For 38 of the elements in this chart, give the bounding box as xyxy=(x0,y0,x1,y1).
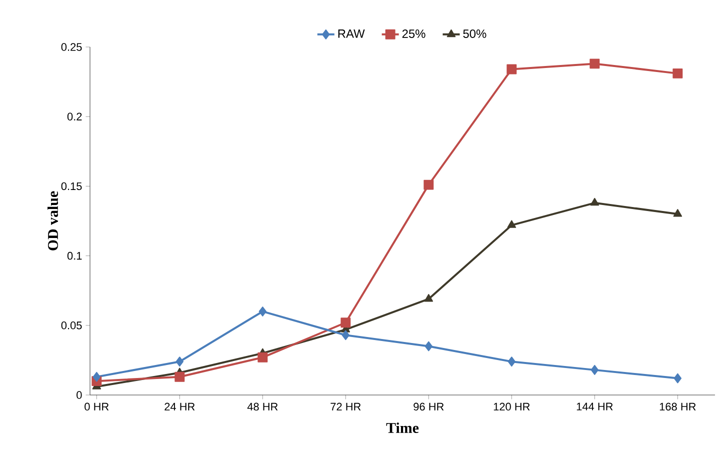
point xyxy=(258,306,267,316)
y-tick-label: 0.15 xyxy=(61,182,82,190)
x-tick-label: 48 HR xyxy=(247,402,278,411)
point xyxy=(424,294,434,302)
point xyxy=(508,356,516,367)
x-tick-label: 168 HR xyxy=(660,402,696,411)
point xyxy=(342,330,350,340)
point xyxy=(176,356,184,367)
x-axis-title: Time xyxy=(386,422,419,434)
point xyxy=(590,198,600,206)
x-tick-label: 96 HR xyxy=(414,402,444,411)
point xyxy=(174,372,185,382)
point xyxy=(258,352,268,362)
x-tick-label: 0 HR xyxy=(84,402,109,411)
point xyxy=(674,373,682,384)
legend-label: 25% xyxy=(402,29,426,38)
x-tick-label: 120 HR xyxy=(494,402,530,411)
legend-label: RAW xyxy=(338,30,365,38)
point xyxy=(92,372,101,382)
y-tick-label: 0.05 xyxy=(61,322,82,330)
y-tick-label: 0.25 xyxy=(61,43,82,51)
legend-label: 50% xyxy=(463,29,486,38)
y-tick-label: 0.1 xyxy=(67,252,82,260)
y-tick-label: 0.2 xyxy=(67,112,82,120)
point xyxy=(672,68,683,78)
point xyxy=(590,58,600,69)
point xyxy=(424,180,434,190)
x-tick-label: 72 HR xyxy=(330,402,361,410)
point xyxy=(424,341,433,352)
x-tick-label: 24 HR xyxy=(164,402,195,410)
point xyxy=(673,209,682,217)
point xyxy=(507,220,516,228)
point xyxy=(506,64,517,74)
point xyxy=(340,318,351,328)
point xyxy=(590,364,599,375)
x-tick-label: 144 HR xyxy=(576,402,613,410)
y-tick-label: 0 xyxy=(76,391,82,399)
y-axis-title: OD value xyxy=(48,191,58,250)
